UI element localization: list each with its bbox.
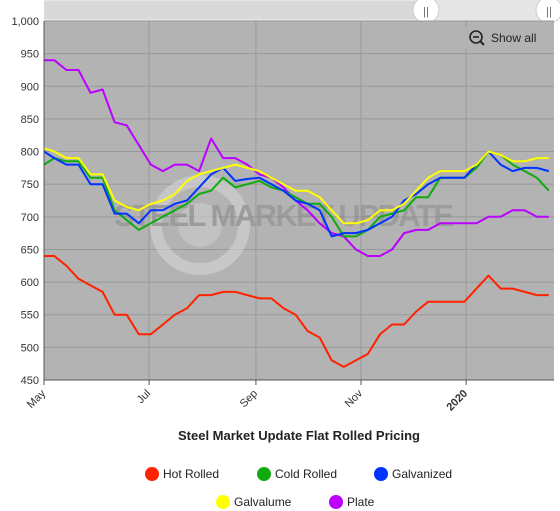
series-line-hot-rolled[interactable]: [44, 255, 549, 368]
legend-swatch: [329, 495, 343, 509]
y-tick-label: 750: [21, 179, 39, 191]
legend-item-hot-rolled[interactable]: Hot Rolled: [145, 467, 219, 481]
y-tick-label: 650: [21, 244, 39, 256]
y-tick-label: 850: [21, 114, 39, 126]
legend-label: Plate: [347, 495, 375, 509]
x-tick-label: 2020: [444, 388, 470, 414]
navigator-handle-left-grip: ||: [423, 6, 429, 18]
watermark-logo-core: [178, 203, 222, 247]
show-all-button[interactable]: Show all: [462, 27, 546, 49]
watermark-logo-ring: [150, 175, 250, 275]
x-tick-label: Jul: [135, 388, 153, 406]
watermark: STEEL MARKET UPDATE: [114, 175, 454, 275]
series-lines: [43, 59, 550, 368]
y-tick-label: 1,000: [11, 16, 39, 28]
legend-item-galvalume[interactable]: Galvalume: [216, 495, 292, 509]
series-line-galvalume[interactable]: [43, 147, 549, 225]
chart-title: Steel Market Update Flat Rolled Pricing: [178, 428, 420, 443]
legend-item-plate[interactable]: Plate: [329, 495, 375, 509]
navigator-handle-right-grip: ||: [546, 6, 552, 18]
y-axis-ticks: 450 500 550 600 650 700 750 800 850 900 950 1,000: [11, 16, 39, 387]
x-tick-label: Sep: [238, 388, 260, 410]
x-tick-label: Nov: [343, 387, 366, 410]
series-line-galvanized[interactable]: [43, 150, 550, 238]
y-tick-label: 450: [21, 375, 39, 387]
show-all-label[interactable]: Show all: [491, 31, 536, 45]
legend-swatch: [257, 467, 271, 481]
legend-item-galvanized[interactable]: Galvanized: [374, 467, 452, 481]
legend-item-cold-rolled[interactable]: Cold Rolled: [257, 467, 337, 481]
legend-label: Hot Rolled: [163, 467, 219, 481]
legend-label: Galvalume: [234, 495, 292, 509]
legend-swatch: [216, 495, 230, 509]
legend: Hot Rolled Cold Rolled Galvanized Galvalume…: [145, 467, 452, 509]
y-tick-label: 800: [21, 147, 39, 159]
y-tick-label: 900: [21, 81, 39, 93]
navigator-bar[interactable]: || ||: [44, 0, 560, 24]
navigator-window[interactable]: [44, 1, 426, 19]
y-tick-label: 600: [21, 277, 39, 289]
x-tick-label: May: [25, 387, 49, 411]
y-tick-label: 950: [21, 49, 39, 61]
legend-label: Galvanized: [392, 467, 452, 481]
y-tick-label: 500: [21, 342, 39, 354]
zoom-out-icon: [469, 30, 485, 46]
legend-label: Cold Rolled: [275, 467, 337, 481]
legend-swatch: [145, 467, 159, 481]
y-tick-label: 700: [21, 212, 39, 224]
x-axis-ticks: May Jul Sep Nov 2020: [25, 380, 470, 413]
watermark-text: STEEL MARKET UPDATE: [114, 198, 454, 233]
legend-swatch: [374, 467, 388, 481]
y-tick-label: 550: [21, 310, 39, 322]
